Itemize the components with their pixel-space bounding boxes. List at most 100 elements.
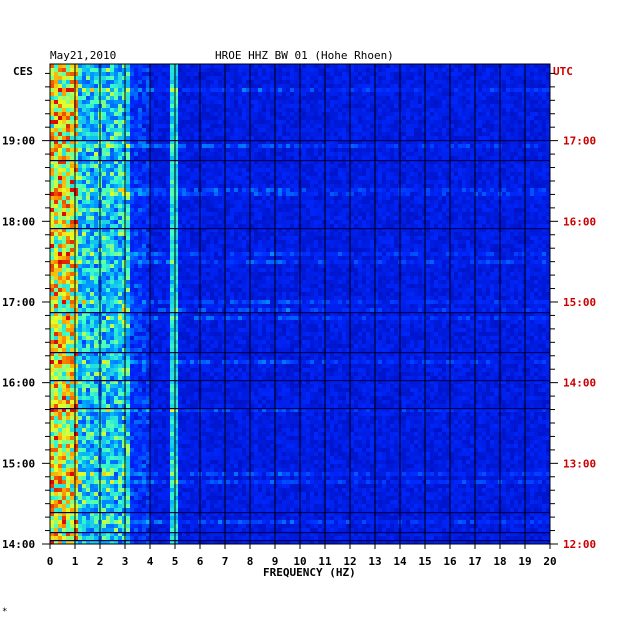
spectrogram-cell xyxy=(262,208,267,213)
spectrogram-cell xyxy=(330,108,335,113)
spectrogram-cell xyxy=(402,88,407,93)
spectrogram-cell xyxy=(218,216,223,221)
spectrogram-cell xyxy=(270,132,275,137)
spectrogram-cell xyxy=(158,220,163,225)
spectrogram-cell xyxy=(382,96,387,101)
spectrogram-cell xyxy=(102,132,107,137)
spectrogram-cell xyxy=(246,68,251,73)
spectrogram-cell xyxy=(502,116,507,121)
spectrogram-cell xyxy=(58,216,63,221)
spectrogram-cell xyxy=(290,124,295,129)
spectrogram-cell xyxy=(530,112,535,117)
spectrogram-cell xyxy=(74,132,79,137)
spectrogram-cell xyxy=(334,188,339,193)
spectrogram-cell xyxy=(250,168,255,173)
spectrogram-cell xyxy=(190,100,195,105)
spectrogram-cell xyxy=(270,168,275,173)
spectrogram-cell xyxy=(142,160,147,165)
spectrogram-cell xyxy=(374,144,379,149)
spectrogram-cell xyxy=(406,140,411,145)
spectrogram-cell xyxy=(114,188,119,193)
spectrogram-cell xyxy=(202,112,207,117)
spectrogram-cell xyxy=(410,196,415,201)
spectrogram-cell xyxy=(174,100,179,105)
spectrogram-cell xyxy=(258,72,263,77)
spectrogram-cell xyxy=(302,136,307,141)
spectrogram-cell xyxy=(294,152,299,157)
spectrogram-cell xyxy=(70,140,75,145)
spectrogram-cell xyxy=(410,168,415,173)
spectrogram-cell xyxy=(394,216,399,221)
spectrogram-cell xyxy=(194,184,199,189)
spectrogram-cell xyxy=(446,72,451,77)
spectrogram-cell xyxy=(482,204,487,209)
spectrogram-cell xyxy=(126,184,131,189)
spectrogram-cell xyxy=(330,76,335,81)
spectrogram-cell xyxy=(510,208,515,213)
spectrogram-cell xyxy=(266,108,271,113)
spectrogram-cell xyxy=(430,104,435,109)
spectrogram-cell xyxy=(226,156,231,161)
spectrogram-cell xyxy=(318,176,323,181)
spectrogram-cell xyxy=(406,64,411,69)
spectrogram-cell xyxy=(306,156,311,161)
spectrogram-cell xyxy=(214,76,219,81)
spectrogram-cell xyxy=(154,188,159,193)
spectrogram-cell xyxy=(378,192,383,197)
spectrogram-cell xyxy=(118,76,123,81)
spectrogram-cell xyxy=(378,156,383,161)
spectrogram-cell xyxy=(454,164,459,169)
spectrogram-cell xyxy=(410,132,415,137)
spectrogram-cell xyxy=(310,148,315,153)
spectrogram-cell xyxy=(390,152,395,157)
spectrogram-cell xyxy=(322,68,327,73)
spectrogram-cell xyxy=(54,112,59,117)
spectrogram-cell xyxy=(522,64,527,69)
spectrogram-cell xyxy=(94,136,99,141)
spectrogram-cell xyxy=(278,120,283,125)
spectrogram-cell xyxy=(326,100,331,105)
spectrogram-cell xyxy=(166,108,171,113)
spectrogram-cell xyxy=(366,124,371,129)
spectrogram-cell xyxy=(366,188,371,193)
spectrogram-cell xyxy=(262,136,267,141)
spectrogram-cell xyxy=(158,96,163,101)
spectrogram-cell xyxy=(118,212,123,217)
spectrogram-cell xyxy=(186,144,191,149)
spectrogram-cell xyxy=(146,72,151,77)
spectrogram-cell xyxy=(354,136,359,141)
spectrogram-cell xyxy=(306,140,311,145)
spectrogram-cell xyxy=(118,108,123,113)
spectrogram-cell xyxy=(374,184,379,189)
spectrogram-cell xyxy=(58,84,63,89)
spectrogram-cell xyxy=(514,216,519,221)
spectrogram-cell xyxy=(74,124,79,129)
spectrogram-cell xyxy=(434,76,439,81)
spectrogram-cell xyxy=(62,208,67,213)
spectrogram-cell xyxy=(262,80,267,85)
spectrogram-cell xyxy=(86,136,91,141)
spectrogram-cell xyxy=(302,204,307,209)
spectrogram-cell xyxy=(282,100,287,105)
spectrogram-cell xyxy=(358,176,363,181)
spectrogram-cell xyxy=(534,172,539,177)
spectrogram-cell xyxy=(174,196,179,201)
spectrogram-cell xyxy=(130,168,135,173)
spectrogram-cell xyxy=(282,176,287,181)
spectrogram-cell xyxy=(254,160,259,165)
spectrogram-cell xyxy=(526,76,531,81)
spectrogram-cell xyxy=(306,196,311,201)
spectrogram-cell xyxy=(154,88,159,93)
spectrogram-cell xyxy=(122,68,127,73)
spectrogram-cell xyxy=(402,196,407,201)
spectrogram-cell xyxy=(522,72,527,77)
spectrogram-cell xyxy=(234,188,239,193)
spectrogram-cell xyxy=(238,152,243,157)
spectrogram-cell xyxy=(358,132,363,137)
spectrogram-cell xyxy=(402,204,407,209)
spectrogram-cell xyxy=(290,100,295,105)
spectrogram-cell xyxy=(502,180,507,185)
spectrogram-cell xyxy=(410,92,415,97)
spectrogram-cell xyxy=(186,200,191,205)
spectrogram-cell xyxy=(358,216,363,221)
